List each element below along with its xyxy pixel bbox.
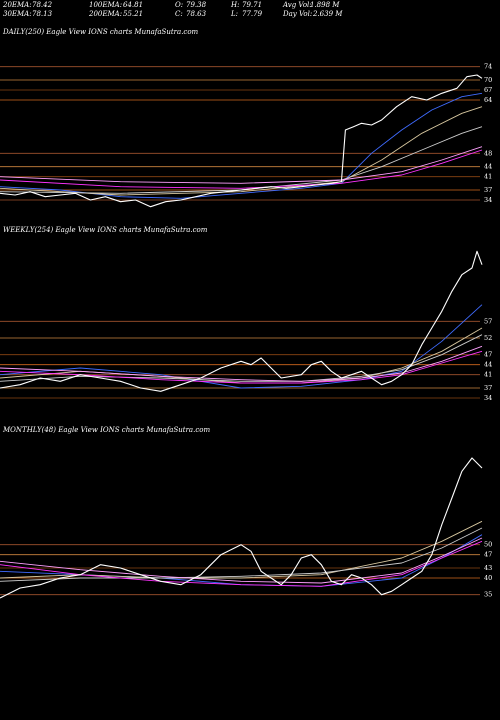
ema200-label: 200EMA: [89,10,123,18]
monthly-chart-title: MONTHLY(48) Eagle View IONS charts Munaf… [3,426,211,434]
daily-chart-tick-label: 64 [484,96,492,104]
weekly-chart-tick-label: 44 [484,361,492,369]
daily-chart-ma-line-3 [0,126,483,194]
monthly-chart-tick-label: 35 [484,591,492,599]
daily-chart-ma-line-1 [0,92,483,199]
daily-chart-tick-label: 74 [484,63,492,71]
indicator-header: 20EMA: 78.42 100EMA: 64.81 O: 79.38 H: 7… [0,0,500,20]
monthly-chart-ma-line-5 [0,537,483,584]
daily-chart-price-line [0,74,483,208]
daily-chart-tick-label: 67 [484,86,492,94]
open-value: 79.38 [186,1,207,9]
avg-vol-value: 1.898 M [310,1,340,9]
ema30-value: 78.13 [32,10,53,18]
close-value: 78.63 [186,10,207,18]
ema100-value: 64.81 [123,1,144,9]
high-value: 79.71 [242,1,263,9]
daily-chart-tick-label: 37 [484,186,492,194]
day-vol-value: 2.639 M [313,10,343,18]
monthly-chart-price-line [0,457,483,599]
daily-chart: 74 70 67 64 48 44 41 37 34 [0,63,492,208]
monthly-chart-tick-label: 40 [484,574,492,582]
low-value: 77.79 [242,10,263,18]
weekly-chart-tick-label: 34 [484,394,492,402]
daily-chart-tick-label: 48 [484,149,492,157]
daily-chart-ma-line-2 [0,106,483,196]
low-label: L: [231,10,239,18]
weekly-chart-ma-line-4 [0,350,483,384]
weekly-chart-tick-label: 37 [484,384,492,392]
weekly-chart: 57 52 47 44 41 37 34 [0,250,492,402]
weekly-chart-tick-label: 52 [484,334,492,342]
ema20-value: 78.42 [32,1,53,9]
monthly-chart: 50 47 43 40 35 [0,457,492,599]
daily-chart-ma-line-4 [0,149,483,189]
weekly-chart-tick-label: 57 [484,317,492,325]
weekly-chart-price-line [0,250,483,392]
daily-chart-title: DAILY(250) Eagle View IONS charts Munafa… [3,28,199,36]
monthly-chart-ma-line-4 [0,540,483,587]
high-label: H: [231,1,240,9]
weekly-chart-title: WEEKLY(254) Eagle View IONS charts Munaf… [3,226,208,234]
close-label: C: [175,10,183,18]
ema30-label: 30EMA: [3,10,32,18]
avg-vol-label: Avg Vol: [283,1,312,9]
daily-chart-tick-label: 44 [484,163,492,171]
ema100-label: 100EMA: [89,1,123,9]
weekly-chart-tick-label: 47 [484,351,492,359]
day-vol-label: Day Vol: [283,10,313,18]
monthly-chart-ma-line-3 [0,527,483,582]
weekly-chart-ma-line-5 [0,345,483,382]
open-label: O: [175,1,184,9]
weekly-chart-tick-label: 41 [484,371,492,379]
monthly-chart-tick-label: 47 [484,551,492,559]
daily-chart-ma-line-5 [0,146,483,184]
daily-chart-tick-label: 41 [484,173,492,181]
monthly-chart-tick-label: 43 [484,564,492,572]
weekly-chart-ma-line-1 [0,304,483,389]
monthly-chart-tick-label: 50 [484,541,492,549]
daily-chart-tick-label: 70 [484,76,492,84]
ema20-label: 20EMA: [3,1,32,9]
daily-chart-tick-label: 34 [484,196,492,204]
ema200-value: 55.21 [123,10,144,18]
